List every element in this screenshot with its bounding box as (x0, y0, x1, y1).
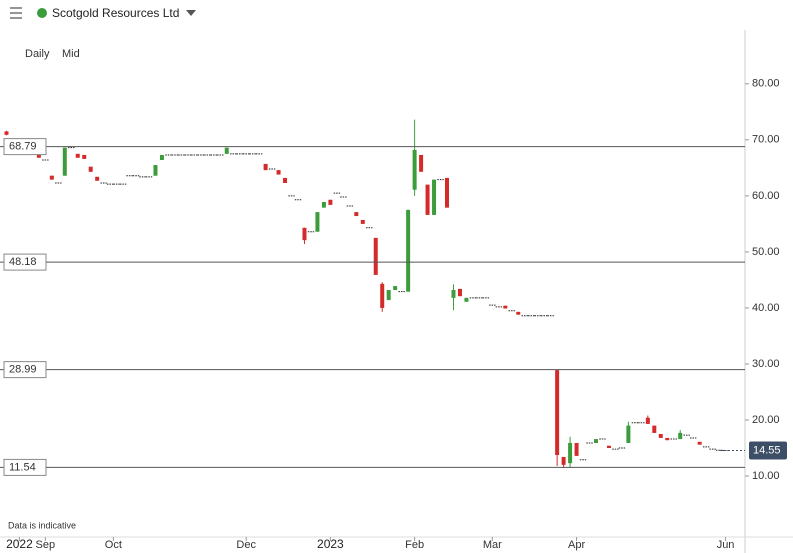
y-tick-label: 10.00 (752, 470, 780, 482)
x-tick-label: Jun (717, 539, 735, 551)
candle-body (457, 288, 462, 297)
y-tick-label: 30.00 (752, 358, 780, 370)
candle-body (82, 154, 87, 159)
candle-body (62, 147, 67, 176)
level-label-box (3, 458, 47, 476)
candle-body (503, 305, 508, 309)
footnote: Data is indicative (8, 520, 76, 530)
candle-body (302, 227, 307, 241)
level-label: 48.18 (9, 256, 37, 268)
candle-body (380, 283, 385, 308)
level-label: 28.99 (9, 364, 37, 376)
candle-body (658, 434, 663, 438)
candle-body (153, 165, 158, 176)
candle-body (276, 170, 281, 175)
x-tick-label: Feb (405, 539, 424, 551)
candle-body (425, 184, 430, 215)
header-bar (0, 0, 793, 30)
candle-body (626, 425, 631, 443)
candle-body (665, 437, 670, 441)
x-tick-label: Mar (483, 539, 502, 551)
candle-body (315, 212, 320, 232)
candle-body (606, 445, 611, 449)
last-price-label: 14.55 (753, 444, 781, 456)
candle-body (432, 179, 437, 215)
candle-body (451, 290, 456, 298)
y-tick-label: 80.00 (752, 78, 780, 90)
candle-body (412, 149, 417, 190)
candle-body (95, 176, 100, 181)
candle-body (283, 177, 288, 183)
level-label-box (3, 253, 47, 271)
y-tick-label: 50.00 (752, 246, 780, 258)
y-tick-label: 20.00 (752, 414, 780, 426)
candle-body (697, 441, 702, 445)
interval-label: Daily (25, 48, 50, 60)
candle-body (373, 237, 378, 275)
y-tick-label: 70.00 (752, 134, 780, 146)
candle-body (4, 131, 9, 135)
candle-body (88, 166, 93, 172)
candle-body (354, 212, 359, 217)
candle-body (321, 202, 326, 208)
level-label: 11.54 (9, 461, 36, 473)
level-label-box (3, 138, 47, 156)
candle-body (568, 442, 573, 464)
candle-body (464, 297, 469, 302)
candle-body (574, 442, 579, 456)
x-tick-label: 2022 (6, 537, 33, 551)
candle-body (159, 154, 164, 161)
candle-body (594, 439, 598, 443)
level-label: 68.79 (9, 141, 37, 153)
candle-body (678, 432, 683, 440)
candle-body (360, 219, 365, 224)
x-tick-label: Sep (36, 539, 56, 551)
candle-body (393, 286, 398, 291)
y-tick-label: 60.00 (752, 190, 780, 202)
candle-body (36, 154, 41, 158)
candle-body (645, 417, 650, 424)
y-tick-label: 40.00 (752, 302, 780, 314)
x-tick-label: 2023 (317, 537, 344, 551)
x-tick-label: Apr (568, 539, 585, 551)
instrument-title[interactable]: Scotgold Resources Ltd (52, 6, 179, 20)
candle-body (555, 370, 560, 456)
candle-body (561, 456, 566, 465)
candle-body (49, 175, 54, 180)
candle-body (406, 209, 411, 292)
candle-body (263, 163, 268, 171)
candle-body (419, 154, 424, 172)
x-tick-label: Dec (236, 539, 256, 551)
candle-body (328, 199, 333, 205)
candle-body (224, 147, 229, 154)
candle-body (652, 425, 657, 433)
candle-body (516, 311, 521, 315)
level-label-box (3, 361, 47, 379)
dropdown-arrow[interactable] (186, 10, 196, 16)
status-dot (37, 8, 47, 18)
price-type-label: Mid (62, 48, 80, 60)
menu-icon[interactable] (10, 7, 22, 19)
last-price-tag (749, 441, 787, 460)
candle-body (75, 153, 80, 158)
candle-body (386, 290, 391, 301)
x-tick-label: Oct (105, 539, 122, 551)
candle-body (445, 177, 449, 208)
